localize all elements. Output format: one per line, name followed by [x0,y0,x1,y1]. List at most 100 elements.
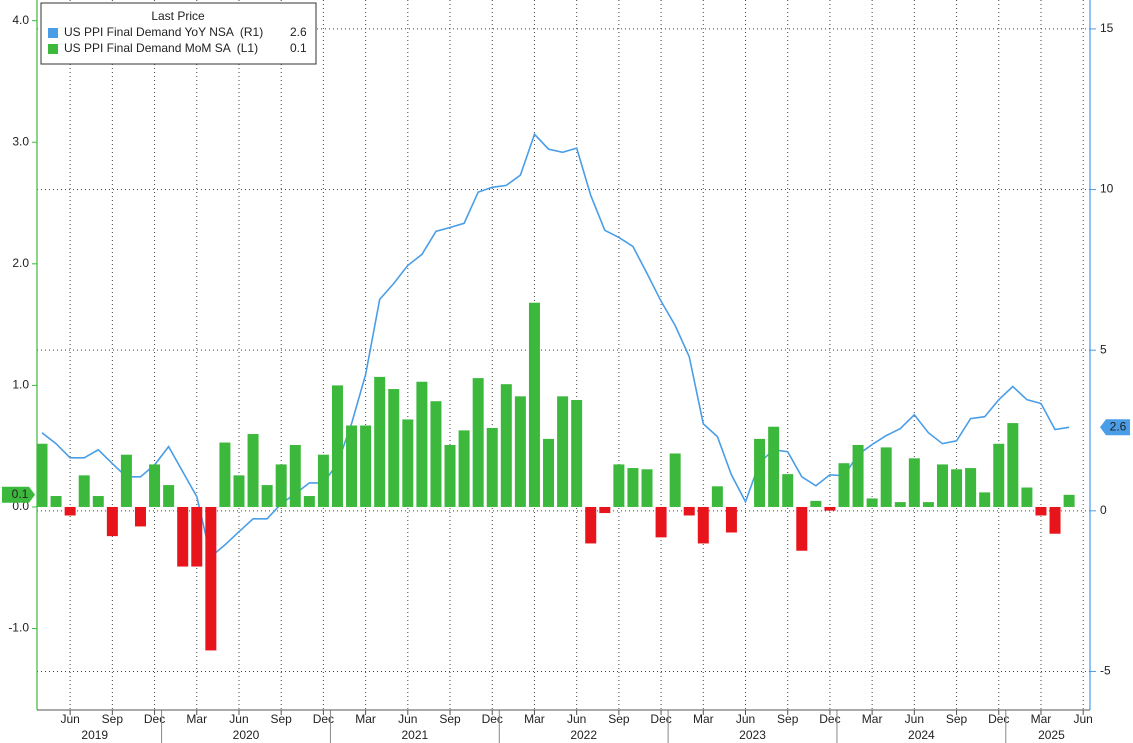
bar [613,464,625,507]
x-tick-label: Dec [650,712,671,726]
bar [951,469,963,507]
bar [782,474,794,507]
x-tick-label: Sep [271,712,293,726]
x-tick-label: Mar [693,712,714,726]
bar [444,444,456,507]
bar [641,469,653,507]
bar [894,502,906,507]
legend-box [40,2,317,65]
year-label: 2020 [233,728,260,742]
bar [205,506,217,651]
bar [275,464,287,507]
value-tag-label: 0.1 [12,487,29,501]
bar [725,506,737,533]
bar [191,506,203,567]
bar [852,444,864,507]
bar [683,506,695,516]
bar [993,443,1005,507]
bar [754,438,766,507]
bar [768,426,780,507]
bar [247,434,259,507]
bar [514,396,526,507]
value-tag [2,486,35,503]
y2-tick-label: 5 [1100,342,1107,356]
bar [303,496,315,507]
bar [571,399,583,507]
bar [824,506,836,511]
x-tick-label: Sep [777,712,799,726]
legend-title: Last Price [151,9,205,23]
y-tick-label: 4.0 [12,13,29,27]
legend-swatch [48,44,58,54]
year-label: 2022 [570,728,597,742]
bar [543,438,555,507]
bar [317,454,329,507]
legend-label: US PPI Final Demand YoY NSA (R1) [64,25,263,39]
x-tick-label: Dec [482,712,503,726]
bar [388,389,400,507]
bar [120,454,132,507]
bar [599,506,611,514]
x-tick-label: Mar [186,712,207,726]
bar [50,496,62,507]
x-tick-label: Jun [905,712,924,726]
x-tick-label: Dec [819,712,840,726]
bar [922,502,934,507]
x-tick-label: Dec [144,712,165,726]
bar [472,378,484,507]
y2-tick-label: 15 [1100,21,1114,35]
legend-value: 0.1 [290,41,307,55]
bar [866,498,878,507]
y-tick-label: 1.0 [12,378,29,392]
bar [219,442,231,507]
bar [261,485,273,507]
x-tick-label: Sep [439,712,461,726]
bar [838,463,850,507]
bar [1049,506,1061,534]
bar [331,385,343,507]
bar [1007,423,1019,507]
bar [908,458,920,507]
x-tick-label: Mar [862,712,883,726]
bar [965,468,977,507]
bar [163,485,175,507]
legend-value: 2.6 [290,25,307,39]
x-tick-label: Dec [988,712,1009,726]
bar [430,401,442,507]
value-tag [1100,419,1130,436]
x-tick-label: Jun [567,712,586,726]
x-tick-label: Sep [102,712,124,726]
y2-tick-label: 0 [1100,503,1107,517]
bar [1035,506,1047,516]
y-tick-label: 2.0 [12,256,29,270]
bar [134,506,146,527]
bar [289,444,301,507]
x-tick-label: Jun [60,712,79,726]
bar [810,500,822,507]
bar [669,453,681,507]
x-tick-label: Dec [313,712,334,726]
bar [64,506,76,516]
bar [979,492,991,507]
y-tick-label: -1.0 [8,621,29,635]
year-label: 2024 [908,728,935,742]
value-tag-label: 2.6 [1110,419,1127,433]
bar [92,496,104,507]
bar [360,425,372,507]
x-tick-label: Mar [1031,712,1052,726]
bar [936,464,948,507]
bar [796,506,808,551]
bar [697,506,709,544]
bar [711,486,723,507]
bar [500,384,512,507]
y2-tick-label: -5 [1100,664,1111,678]
x-tick-label: Jun [229,712,248,726]
year-label: 2023 [739,728,766,742]
bar [557,396,569,507]
bar [78,475,90,507]
y2-tick-label: 10 [1100,182,1114,196]
bar [149,464,161,507]
x-tick-label: Mar [524,712,545,726]
